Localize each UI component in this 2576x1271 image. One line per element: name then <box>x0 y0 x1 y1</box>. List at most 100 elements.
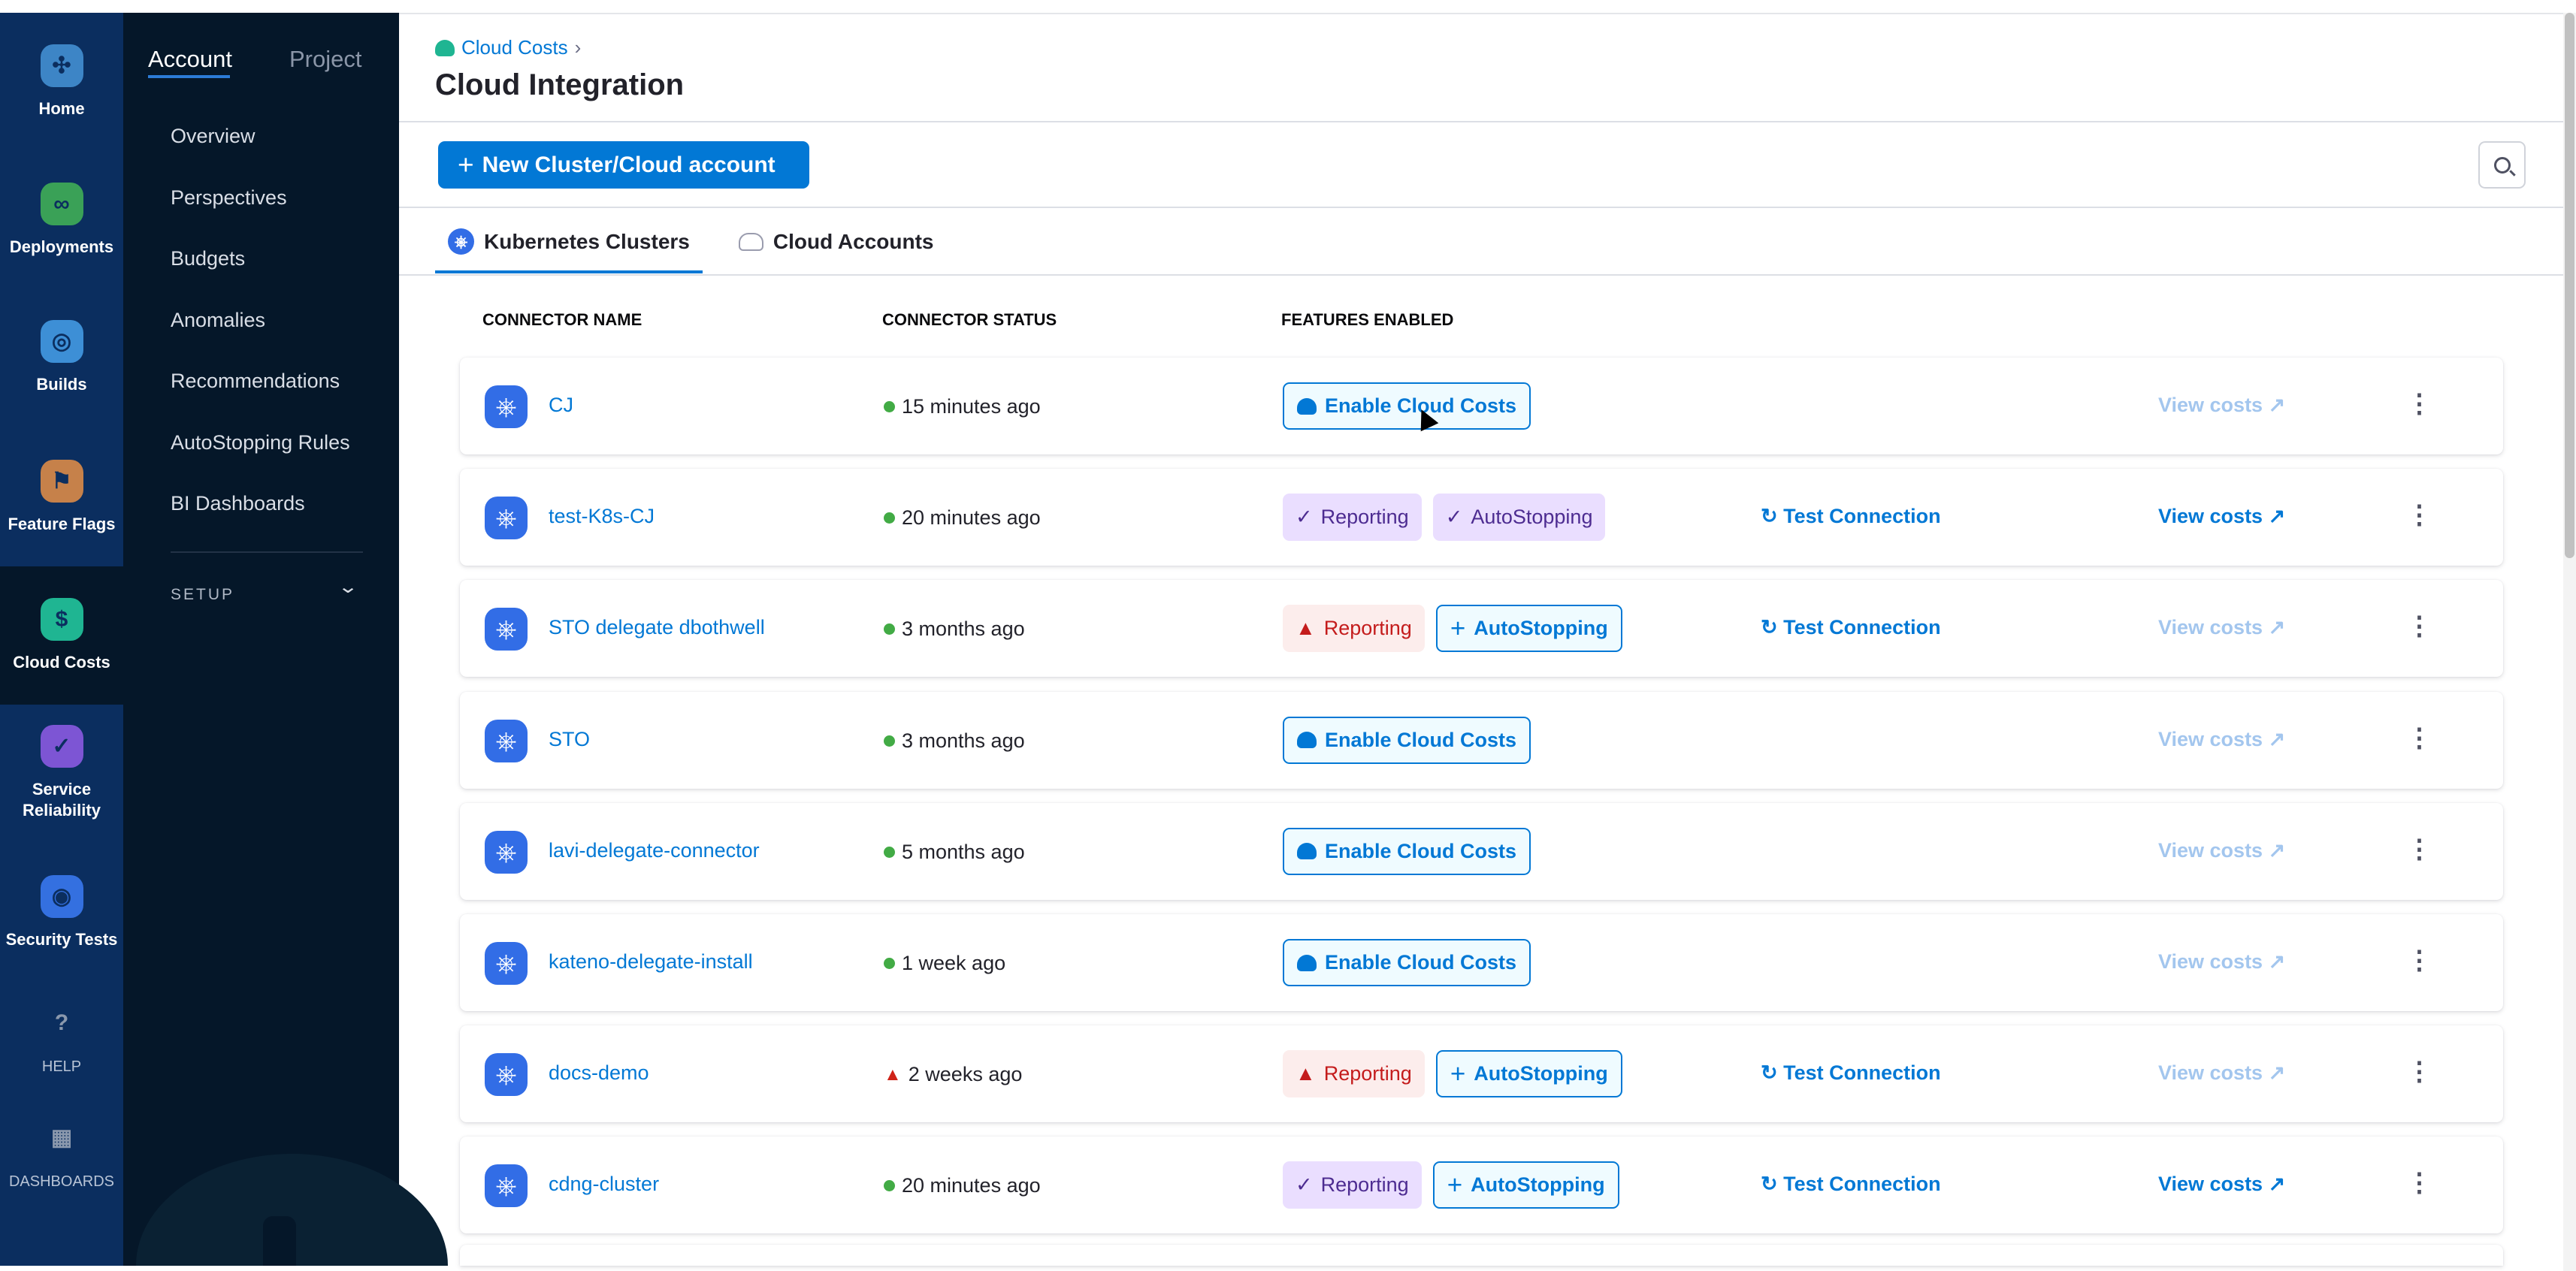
rail-item-service-reliability[interactable]: ✓ Service Reliability <box>0 704 123 842</box>
rail-item-dashboards[interactable]: ▦ DASHBOARDS <box>0 1097 123 1212</box>
column-header-connector-status: CONNECTOR STATUS <box>882 310 1057 329</box>
connector-name-link[interactable]: STO <box>549 727 591 750</box>
test-connection-button[interactable]: ↻ Test Connection <box>1761 616 1941 639</box>
view-costs-link[interactable]: View costs ↗ <box>2158 1061 2285 1085</box>
connector-name-link[interactable]: lavi-delegate-connector <box>549 838 760 862</box>
connector-name-link[interactable]: STO delegate dbothwell <box>549 616 765 639</box>
tab-cloud-accounts[interactable]: Cloud Accounts <box>726 210 947 273</box>
link-label: View costs <box>2158 616 2263 639</box>
breadcrumb-link[interactable]: Cloud Costs <box>461 36 568 59</box>
view-costs-link[interactable]: View costs ↗ <box>2158 728 2285 751</box>
nav-item-autostopping-rules[interactable]: AutoStopping Rules <box>171 430 350 454</box>
badge-label: AutoStopping <box>1471 506 1593 529</box>
service-reliability-icon: ✓ <box>40 725 83 768</box>
scrollbar[interactable] <box>2563 13 2576 1271</box>
warning-icon: ▲ <box>884 1064 902 1085</box>
nav-item-bi-dashboards[interactable]: BI Dashboards <box>171 492 305 515</box>
search-button[interactable] <box>2478 141 2526 189</box>
nav-item-overview[interactable]: Overview <box>171 125 255 147</box>
divider <box>399 13 2576 14</box>
module-rail: ✣ Home ∞ Deployments ◎ Builds ⚑ Feature Flags $ C… <box>0 13 123 1266</box>
tab-kubernetes-clusters[interactable]: ⎈ Kubernetes Clusters <box>435 210 703 273</box>
more-options-icon[interactable]: ⋮ <box>2406 834 2432 864</box>
rail-item-label: Home <box>38 99 85 118</box>
status-text: 2 weeks ago <box>908 1063 1023 1086</box>
nav-tab-project[interactable]: Project <box>289 46 362 72</box>
new-cluster-cloud-account-button[interactable]: + New Cluster/Cloud account <box>438 141 809 189</box>
kubernetes-icon: ⎈ <box>485 608 528 651</box>
connector-name-link[interactable]: CJ <box>549 394 573 416</box>
nav-item-perspectives[interactable]: Perspectives <box>171 186 287 209</box>
rail-item-security-tests[interactable]: ◉ Security Tests <box>0 844 123 982</box>
feature-flags-icon: ⚑ <box>40 460 83 503</box>
nav-item-recommendations[interactable]: Recommendations <box>171 370 340 392</box>
more-options-icon[interactable]: ⋮ <box>2406 946 2432 975</box>
rail-item-label: DASHBOARDS <box>8 1173 115 1190</box>
view-costs-link[interactable]: View costs ↗ <box>2158 950 2285 974</box>
deployments-icon: ∞ <box>40 183 83 225</box>
more-options-icon[interactable]: ⋮ <box>2406 611 2432 642</box>
enable-cloud-costs-button[interactable]: Enable Cloud Costs <box>1283 716 1531 764</box>
rail-item-deployments[interactable]: ∞ Deployments <box>0 151 123 289</box>
feature-badge-error[interactable]: ▲ Reporting <box>1283 605 1425 653</box>
enable-cloud-costs-button[interactable]: Enable Cloud Costs <box>1283 939 1531 986</box>
connector-status: 3 months ago <box>884 617 1025 641</box>
rail-item-help[interactable]: ? HELP <box>0 982 123 1097</box>
nav-item-budgets[interactable]: Budgets <box>171 247 246 270</box>
more-options-icon[interactable]: ⋮ <box>2406 1168 2432 1198</box>
connector-name-link[interactable]: docs-demo <box>549 1061 649 1085</box>
add-autostopping-button[interactable]: + AutoStopping <box>1435 605 1622 653</box>
features-enabled: ▲ Reporting + AutoStopping <box>1283 605 1622 653</box>
view-costs-link[interactable]: View costs ↗ <box>2158 1173 2285 1196</box>
view-costs-link[interactable]: View costs ↗ <box>2158 505 2285 528</box>
chevron-down-icon[interactable]: ⌄ <box>337 577 359 597</box>
more-options-icon[interactable]: ⋮ <box>2406 1057 2432 1087</box>
enable-cloud-costs-button[interactable]: Enable Cloud Costs <box>1283 827 1531 875</box>
rail-item-label: Cloud Costs <box>13 653 110 672</box>
button-label: Test Connection <box>1783 505 1941 528</box>
setup-section[interactable]: SETUP <box>171 586 235 603</box>
rail-item-label: Feature Flags <box>8 515 116 533</box>
more-options-icon[interactable]: ⋮ <box>2406 500 2432 530</box>
breadcrumb[interactable]: Cloud Costs › <box>435 36 581 59</box>
rail-item-builds[interactable]: ◎ Builds <box>0 288 123 427</box>
nav-tab-account[interactable]: Account <box>148 46 233 72</box>
plus-icon: + <box>1450 613 1466 643</box>
test-connection-button[interactable]: ↻ Test Connection <box>1761 1173 1941 1196</box>
more-options-icon[interactable]: ⋮ <box>2406 723 2432 753</box>
view-costs-link[interactable]: View costs ↗ <box>2158 394 2285 417</box>
enable-cloud-costs-button[interactable]: Enable Cloud Costs <box>1283 382 1531 430</box>
connector-name-link[interactable]: test-K8s-CJ <box>549 505 655 528</box>
nav-item-anomalies[interactable]: Anomalies <box>171 308 266 331</box>
refresh-icon: ↻ <box>1761 1061 1778 1085</box>
kubernetes-icon: ⎈ <box>485 719 528 762</box>
dashboards-icon: ▦ <box>50 1125 73 1150</box>
connector-name-link[interactable]: cdng-cluster <box>549 1173 660 1196</box>
view-costs-link[interactable]: View costs ↗ <box>2158 839 2285 862</box>
more-options-icon[interactable]: ⋮ <box>2406 389 2432 418</box>
features-enabled: Enable Cloud Costs <box>1283 827 1531 875</box>
add-autostopping-button[interactable]: + AutoStopping <box>1435 1050 1622 1098</box>
rail-item-label: Security Tests <box>5 930 118 949</box>
decorative-background <box>263 1216 296 1266</box>
add-autostopping-button[interactable]: + AutoStopping <box>1432 1161 1619 1209</box>
table-row: ⎈ STO 3 months ago Enable Cloud Costs Vi… <box>460 691 2503 789</box>
scrollbar-thumb[interactable] <box>2565 13 2574 558</box>
rail-item-feature-flags[interactable]: ⚑ Feature Flags <box>0 428 123 566</box>
check-icon: ✓ <box>1445 506 1463 529</box>
test-connection-button[interactable]: ↻ Test Connection <box>1761 505 1941 528</box>
refresh-icon: ↻ <box>1761 1173 1778 1196</box>
page-title: Cloud Integration <box>435 68 685 101</box>
view-costs-link[interactable]: View costs ↗ <box>2158 616 2285 639</box>
cloud-costs-icon: $ <box>40 598 83 641</box>
table-row: ⎈ STO delegate dbothwell 3 months ago ▲ R… <box>460 580 2503 678</box>
feature-badge-error[interactable]: ▲ Reporting <box>1283 1050 1425 1098</box>
test-connection-button[interactable]: ↻ Test Connection <box>1761 1061 1941 1085</box>
tab-bar: ⎈ Kubernetes Clusters Cloud Accounts <box>435 210 947 273</box>
connector-name-link[interactable]: kateno-delegate-install <box>549 950 753 973</box>
rail-item-cloud-costs[interactable]: $ Cloud Costs <box>0 566 123 705</box>
badge-label: Reporting <box>1323 617 1412 640</box>
check-icon: ✓ <box>1296 506 1313 529</box>
rail-item-home[interactable]: ✣ Home <box>0 13 123 151</box>
